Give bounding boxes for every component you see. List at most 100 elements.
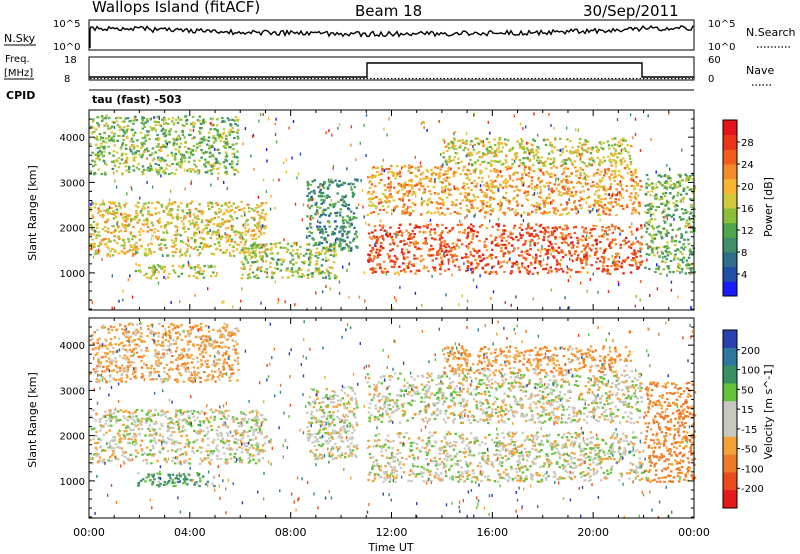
cell — [520, 254, 523, 257]
cell — [433, 228, 436, 231]
cell — [171, 217, 175, 220]
noise-cell — [525, 125, 527, 129]
cell — [413, 226, 417, 229]
cell — [461, 138, 464, 142]
cell — [614, 201, 617, 204]
cell — [189, 151, 193, 154]
cell — [608, 272, 612, 276]
cell — [181, 124, 185, 127]
cell — [466, 168, 469, 171]
noise-cell — [376, 239, 378, 243]
cell — [110, 136, 114, 139]
cell — [160, 167, 163, 170]
cell — [524, 258, 528, 261]
noise-cell — [521, 264, 523, 268]
nsky-tick-bottom: 10^0 — [53, 42, 80, 53]
cell — [253, 256, 257, 259]
cell — [611, 138, 615, 141]
cell — [482, 194, 486, 197]
cell — [164, 159, 167, 162]
cell — [660, 175, 663, 178]
cell — [197, 226, 200, 229]
cell — [180, 272, 184, 275]
cell — [473, 161, 477, 164]
cell — [667, 267, 670, 270]
cell — [417, 169, 420, 172]
cell — [258, 217, 262, 220]
cell — [545, 211, 549, 214]
noise-cell — [160, 146, 162, 149]
cell — [602, 269, 605, 272]
cell — [261, 255, 265, 258]
noise-cell — [350, 143, 352, 147]
cell — [395, 191, 399, 194]
cell — [497, 146, 500, 149]
cell — [503, 213, 506, 216]
cell — [504, 178, 507, 181]
cell — [452, 144, 455, 147]
cell — [484, 195, 488, 198]
cell — [488, 205, 492, 208]
noise-cell — [265, 148, 268, 152]
cell — [662, 192, 665, 195]
cell — [274, 267, 277, 270]
cell — [521, 262, 524, 265]
cell — [566, 138, 569, 141]
cell — [408, 214, 412, 217]
cell — [370, 204, 373, 208]
cell — [467, 198, 471, 201]
cell — [650, 246, 654, 250]
cell — [552, 162, 555, 165]
cell — [687, 243, 691, 246]
cell — [678, 182, 682, 185]
cell — [604, 193, 607, 196]
cell — [613, 137, 617, 140]
cell — [666, 213, 669, 216]
cell — [217, 229, 220, 232]
cell — [552, 199, 555, 202]
cell — [584, 238, 588, 241]
cell — [251, 208, 254, 211]
cell — [342, 199, 345, 202]
cell — [614, 153, 617, 156]
cell — [555, 249, 558, 252]
cell — [89, 142, 92, 145]
noise-cell — [402, 198, 404, 202]
cell — [534, 261, 537, 264]
cell — [596, 150, 600, 154]
cell — [348, 216, 352, 219]
cell — [509, 167, 512, 170]
cell — [247, 247, 250, 250]
cell — [245, 220, 248, 223]
cell — [444, 246, 447, 249]
cell — [411, 185, 414, 188]
noise-cell — [466, 299, 469, 303]
cell — [548, 270, 552, 273]
noise-cell — [443, 140, 446, 144]
cell — [390, 170, 394, 173]
noise-cell — [550, 230, 553, 234]
cell — [320, 264, 324, 267]
cell — [183, 252, 187, 255]
cell — [632, 257, 635, 260]
cell — [630, 170, 633, 173]
cell — [557, 193, 561, 196]
cell — [318, 273, 321, 276]
cell — [306, 180, 309, 184]
cell — [437, 177, 440, 180]
cell — [617, 227, 620, 230]
cell — [575, 181, 579, 184]
cell — [447, 166, 450, 169]
cell — [224, 171, 227, 174]
cell — [453, 210, 457, 214]
cell — [193, 225, 196, 229]
cell — [315, 247, 319, 250]
cell — [585, 253, 588, 257]
cell — [503, 229, 506, 232]
cell — [566, 192, 570, 195]
cell — [467, 186, 470, 189]
cell — [398, 198, 401, 201]
cell — [205, 161, 208, 164]
cell — [138, 264, 141, 267]
cell — [214, 157, 218, 160]
